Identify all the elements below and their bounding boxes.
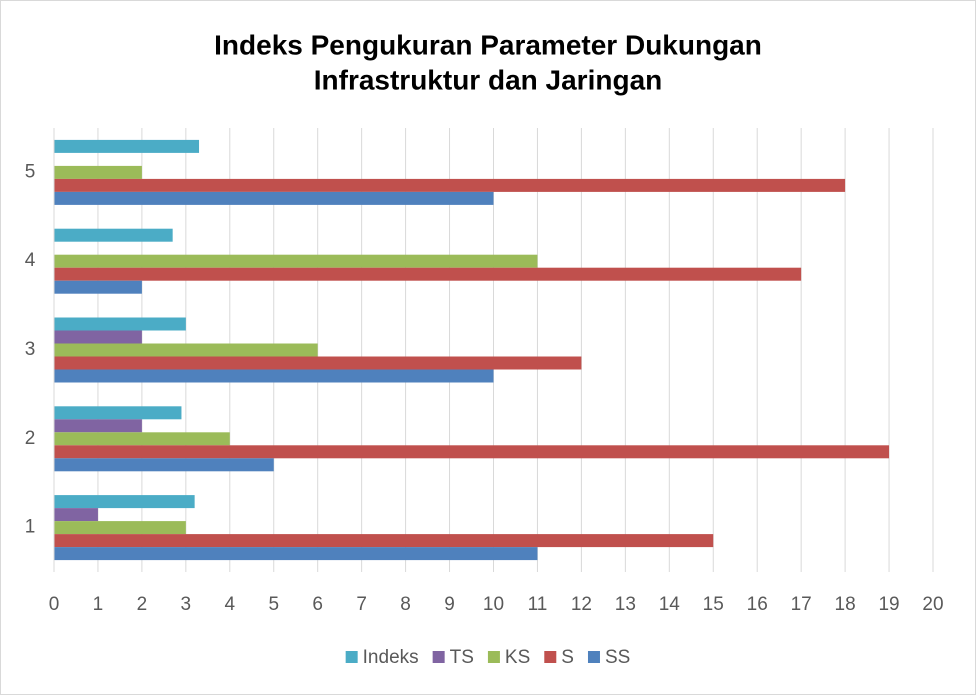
bar: [54, 419, 142, 433]
legend-label: Indeks: [363, 647, 419, 668]
x-tick-label: 10: [483, 594, 504, 615]
bar: [54, 534, 714, 548]
y-tick-label: 1: [25, 517, 36, 538]
x-tick-label: 15: [703, 594, 724, 615]
x-tick-label: 2: [137, 594, 148, 615]
x-tick-label: 7: [356, 594, 367, 615]
legend-swatch: [587, 651, 600, 663]
x-tick-label: 14: [659, 594, 681, 615]
bar: [54, 495, 195, 509]
bar: [54, 267, 802, 281]
bar: [54, 228, 173, 242]
x-tick-label: 5: [268, 594, 279, 615]
x-tick-label: 1: [93, 594, 104, 615]
bar: [54, 191, 494, 205]
chart-title: Indeks Pengukuran Parameter Dukungan: [214, 29, 762, 60]
bar: [54, 521, 186, 535]
chart-title: Infrastruktur dan Jaringan: [314, 64, 663, 95]
x-tick-label: 17: [791, 594, 812, 615]
legend-swatch: [487, 651, 500, 663]
bar: [54, 165, 142, 179]
x-tick-label: 0: [49, 594, 60, 615]
bar: [54, 432, 230, 446]
bar: [54, 369, 494, 383]
x-tick-label: 9: [444, 594, 455, 615]
x-tick-label: 6: [312, 594, 323, 615]
legend-label: S: [561, 647, 574, 668]
y-tick-label: 4: [25, 250, 36, 271]
x-tick-label: 11: [528, 594, 548, 615]
bar: [54, 508, 98, 522]
bar: [54, 406, 182, 420]
x-tick-label: 13: [615, 594, 636, 615]
legend-label: TS: [450, 647, 474, 668]
x-tick-label: 4: [225, 594, 236, 615]
bar: [54, 356, 582, 370]
x-tick-label: 20: [922, 594, 943, 615]
legend-swatch: [432, 651, 445, 663]
bar: [54, 139, 200, 153]
bar: [54, 178, 846, 192]
x-tick-label: 19: [878, 594, 899, 615]
y-tick-label: 2: [25, 428, 36, 449]
bar: [54, 445, 890, 459]
bar: [54, 343, 318, 357]
x-tick-label: 16: [747, 594, 768, 615]
bar: [54, 317, 186, 331]
legend-label: SS: [605, 647, 630, 668]
bar: [54, 280, 142, 294]
bar: [54, 458, 274, 472]
legend-swatch: [345, 651, 358, 663]
legend-label: KS: [505, 647, 530, 668]
bar: [54, 330, 142, 344]
x-tick-label: 18: [835, 594, 856, 615]
bar: [54, 547, 538, 561]
legend-swatch: [544, 651, 557, 663]
x-tick-label: 12: [571, 594, 592, 615]
y-tick-label: 5: [25, 161, 36, 182]
x-tick-label: 8: [400, 594, 411, 615]
y-tick-label: 3: [25, 339, 36, 360]
bar: [54, 254, 538, 268]
x-tick-label: 3: [181, 594, 192, 615]
